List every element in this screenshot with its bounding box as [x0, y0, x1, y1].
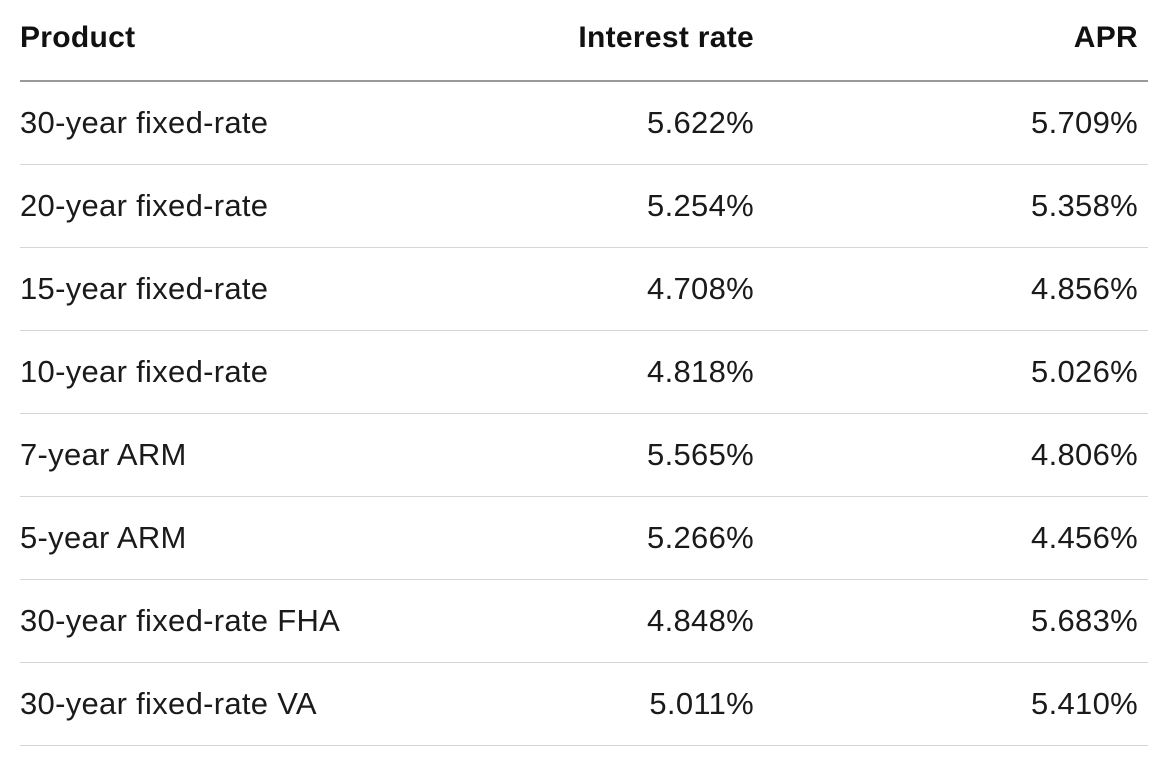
- product-cell: 10-year fixed-rate: [20, 354, 269, 389]
- product-cell: 30-year fixed-rate: [20, 105, 269, 140]
- product-cell: 20-year fixed-rate: [20, 188, 269, 223]
- header-interest-rate: Interest rate: [578, 21, 754, 54]
- product-cell: 30-year fixed-rate FHA: [20, 603, 341, 638]
- apr-cell: 5.683%: [1031, 603, 1138, 638]
- interest-rate-cell: 5.622%: [647, 105, 754, 140]
- product-cell: 15-year fixed-rate: [20, 271, 269, 306]
- interest-rate-cell: 5.011%: [649, 686, 754, 721]
- table-row: 15-year fixed-rate 4.708% 4.856%: [20, 248, 1148, 331]
- product-cell: 7-year ARM: [20, 437, 187, 472]
- table-row: 20-year fixed-rate 5.254% 5.358%: [20, 165, 1148, 248]
- table-row: 30-year fixed-rate FHA 4.848% 5.683%: [20, 580, 1148, 663]
- table-row: 30-year fixed-rate 5.622% 5.709%: [20, 82, 1148, 165]
- product-cell: 5-year ARM: [20, 520, 187, 555]
- interest-rate-cell: 5.266%: [647, 520, 754, 555]
- interest-rate-cell: 4.848%: [647, 603, 754, 638]
- apr-cell: 4.806%: [1031, 437, 1138, 472]
- apr-cell: 4.856%: [1031, 271, 1138, 306]
- interest-rate-cell: 4.818%: [647, 354, 754, 389]
- apr-cell: 5.410%: [1031, 686, 1138, 721]
- interest-rate-cell: 4.708%: [647, 271, 754, 306]
- apr-cell: 5.358%: [1031, 188, 1138, 223]
- interest-rate-cell: 5.254%: [647, 188, 754, 223]
- apr-cell: 5.709%: [1031, 105, 1138, 140]
- table-row: 30-year fixed-rate VA 5.011% 5.410%: [20, 663, 1148, 746]
- table-row: 10-year fixed-rate 4.818% 5.026%: [20, 331, 1148, 414]
- header-product: Product: [20, 21, 136, 54]
- apr-cell: 4.456%: [1031, 520, 1138, 555]
- header-apr: APR: [1073, 21, 1138, 54]
- apr-cell: 5.026%: [1031, 354, 1138, 389]
- table-row: 7-year ARM 5.565% 4.806%: [20, 414, 1148, 497]
- mortgage-rates-table: Product Interest rate APR 30-year fixed-…: [20, 0, 1148, 746]
- table-header-row: Product Interest rate APR: [20, 0, 1148, 82]
- table-row: 5-year ARM 5.266% 4.456%: [20, 497, 1148, 580]
- product-cell: 30-year fixed-rate VA: [20, 686, 317, 721]
- interest-rate-cell: 5.565%: [647, 437, 754, 472]
